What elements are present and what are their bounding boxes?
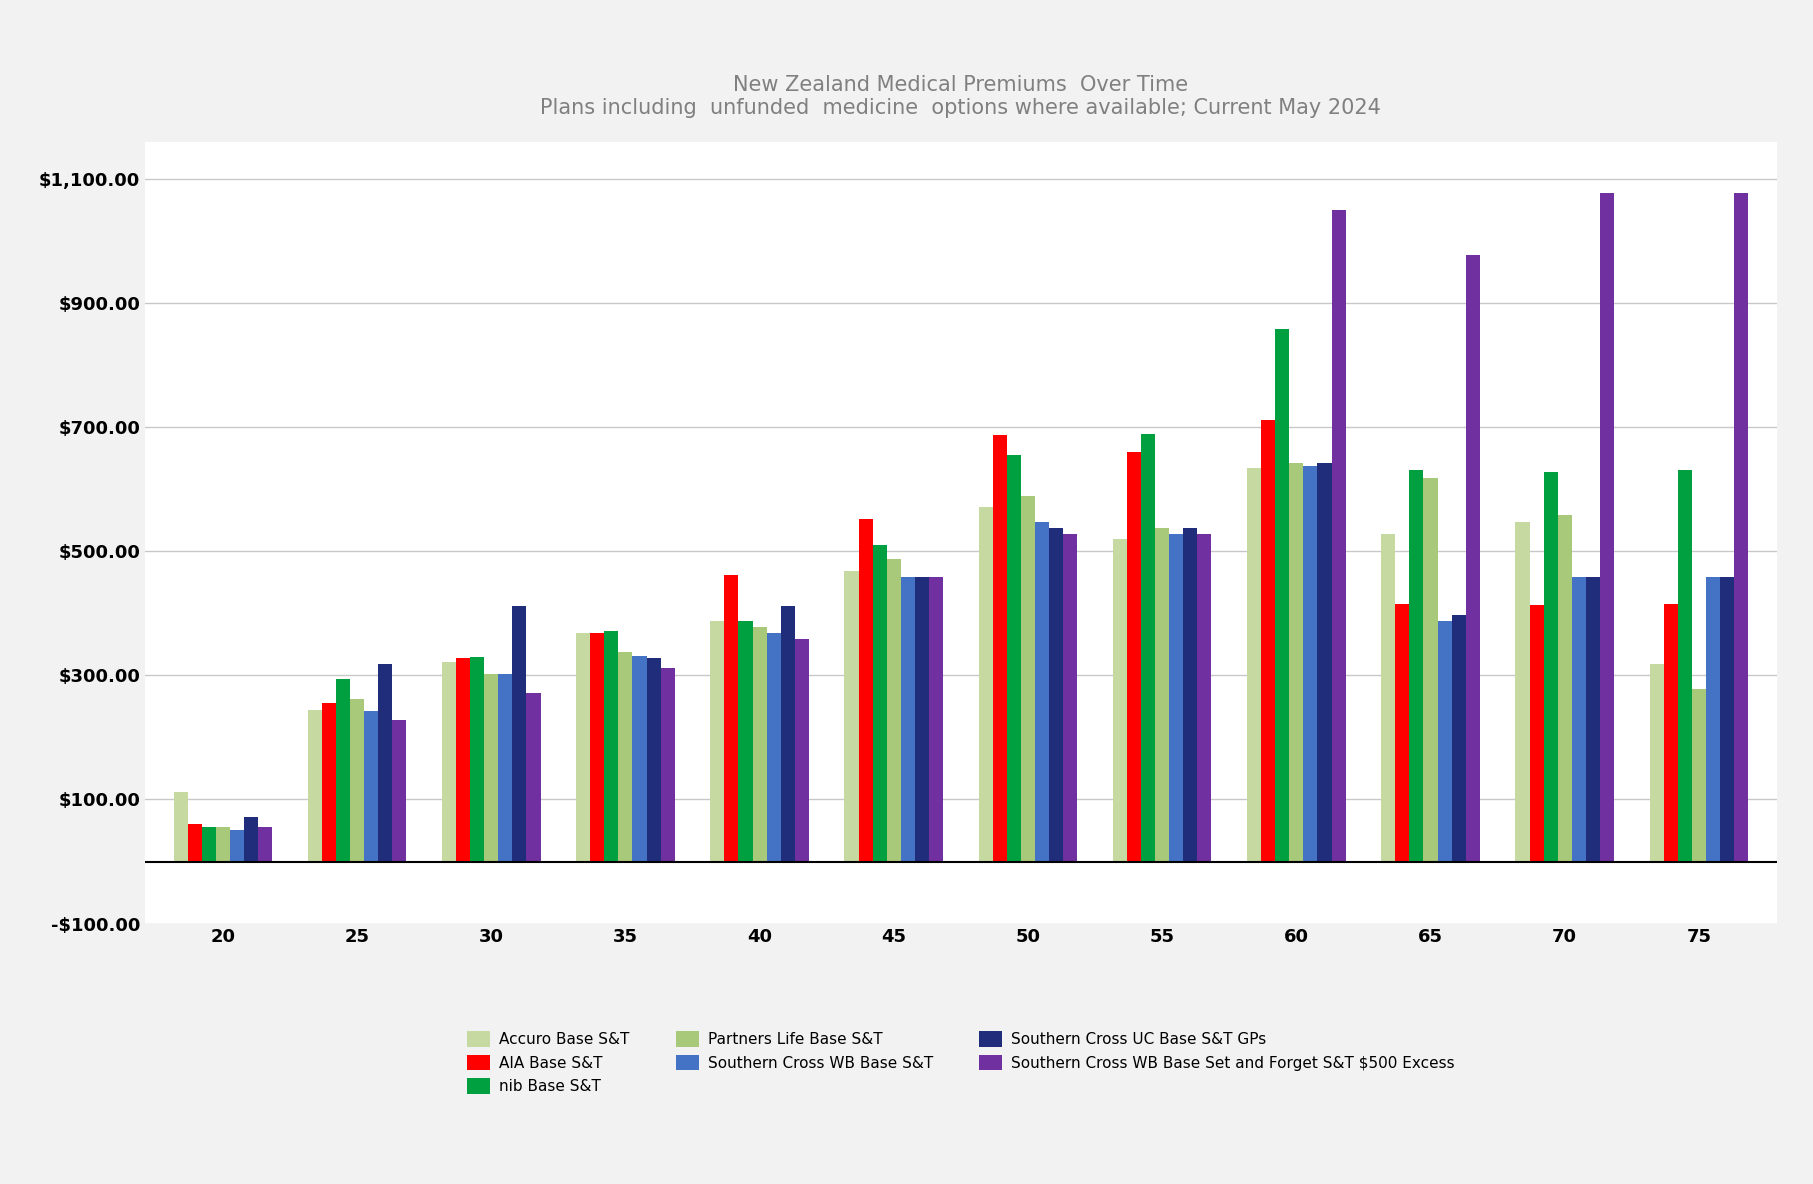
Bar [1423,478,1438,862]
Bar [1599,193,1614,862]
Bar [1721,578,1735,862]
Bar [660,668,674,862]
Bar [845,571,859,862]
Bar [1438,620,1452,862]
Bar [1128,452,1140,862]
Bar [591,633,604,862]
Bar [1586,578,1599,862]
Bar [1318,463,1331,862]
Bar [484,674,499,862]
Bar [633,656,647,862]
Bar [994,435,1006,862]
Bar [1572,578,1586,862]
Bar [245,817,257,862]
Bar [647,658,660,862]
Bar [1706,578,1721,862]
Bar [1516,522,1530,862]
Bar [335,678,350,862]
Bar [577,633,591,862]
Bar [308,709,323,862]
Bar [1289,463,1304,862]
Bar [379,664,392,862]
Bar [738,620,752,862]
Bar [916,578,928,862]
Bar [499,674,513,862]
Bar [1543,472,1557,862]
Bar [928,578,943,862]
Bar [1247,468,1262,862]
Bar [1184,528,1197,862]
Bar [187,824,201,862]
Bar [1409,470,1423,862]
Bar [1006,456,1021,862]
Bar [1035,522,1050,862]
Bar [725,575,738,862]
Bar [350,699,364,862]
Bar [1197,534,1211,862]
Bar [201,828,216,862]
Bar [1452,614,1465,862]
Bar [711,620,725,862]
Bar [1050,528,1062,862]
Bar [257,828,272,862]
Legend: Accuro Base S&T, AIA Base S&T, nib Base S&T, Partners Life Base S&T, Southern Cr: Accuro Base S&T, AIA Base S&T, nib Base … [461,1025,1461,1100]
Bar [1735,193,1748,862]
Bar [392,720,406,862]
Bar [781,606,794,862]
Bar [887,559,901,862]
Bar [1304,465,1318,862]
Bar [1331,211,1345,862]
Bar [174,792,187,862]
Bar [1155,528,1169,862]
Bar [470,657,484,862]
Bar [364,712,379,862]
Bar [526,693,540,862]
Bar [1650,664,1664,862]
Bar [1262,420,1275,862]
Bar [323,703,335,862]
Bar [872,545,887,862]
Bar [1465,255,1479,862]
Bar [1113,539,1128,862]
Bar [1062,534,1077,862]
Title: New Zealand Medical Premiums  Over Time
Plans including  unfunded  medicine  opt: New Zealand Medical Premiums Over Time P… [540,75,1382,118]
Bar [1275,329,1289,862]
Bar [230,830,245,862]
Bar [1557,515,1572,862]
Bar [1382,534,1396,862]
Bar [513,606,526,862]
Bar [794,639,809,862]
Bar [752,628,767,862]
Bar [901,578,916,862]
Bar [1021,496,1035,862]
Bar [604,631,618,862]
Bar [1530,605,1543,862]
Bar [1677,470,1692,862]
Bar [1140,433,1155,862]
Bar [457,658,470,862]
Bar [859,519,872,862]
Bar [1664,604,1677,862]
Bar [216,828,230,862]
Bar [1396,604,1409,862]
Bar [618,652,633,862]
Bar [767,633,781,862]
Bar [1692,689,1706,862]
Bar [979,507,994,862]
Bar [1169,534,1184,862]
Bar [442,662,457,862]
